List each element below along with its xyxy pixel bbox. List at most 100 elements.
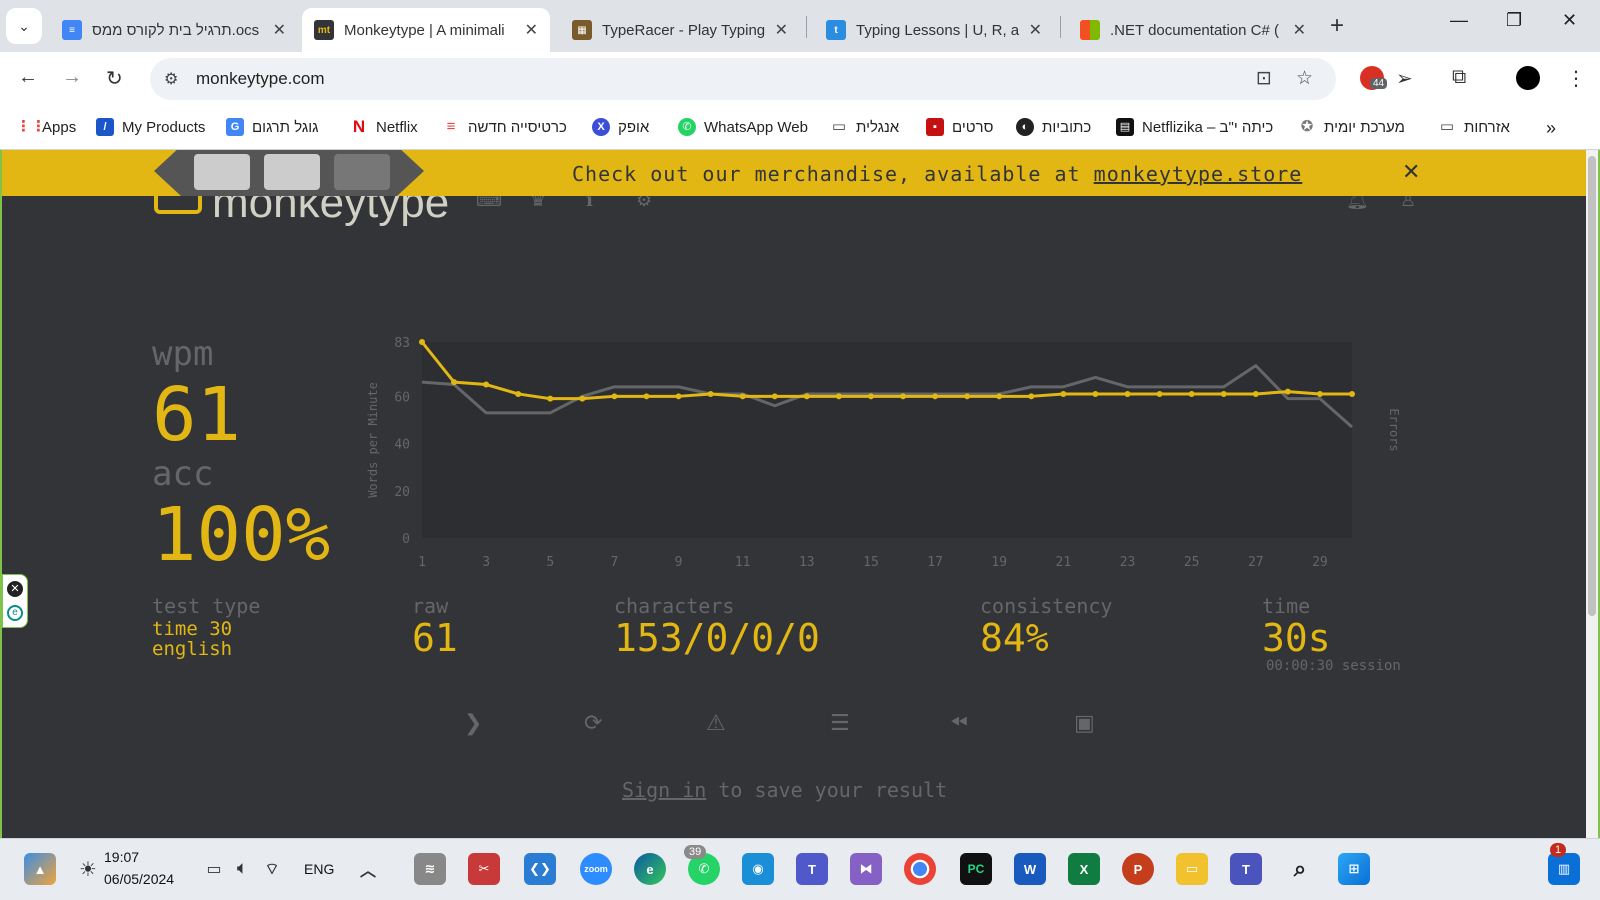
restart-icon[interactable]: ⟳ <box>584 710 603 735</box>
page-scrollbar[interactable] <box>1586 150 1598 838</box>
screenshot-icon[interactable]: ▣ <box>1074 710 1095 735</box>
site-info-icon[interactable]: ⚙ <box>164 71 179 88</box>
copilot-icon[interactable]: ▲ <box>24 853 56 885</box>
close-banner-button[interactable]: ✕ <box>1402 159 1421 184</box>
store-link[interactable]: monkeytype.store <box>1093 162 1303 186</box>
forward-button[interactable]: → <box>62 66 82 88</box>
start-menu-icon[interactable]: ⊞ <box>1338 853 1370 885</box>
menu-icon[interactable]: ⋮ <box>1566 68 1586 90</box>
bookmark-my-products[interactable]: / My Products <box>96 118 205 136</box>
close-icon[interactable]: ✕ <box>1028 22 1042 39</box>
info-icon[interactable]: ℹ <box>586 190 593 210</box>
y-tick-label: 20 <box>394 485 410 500</box>
wpm-point <box>1156 390 1163 397</box>
teams-work-icon[interactable]: T <box>1230 853 1262 885</box>
side-helper-widget[interactable]: ✕ e <box>2 574 28 628</box>
storage-app-icon[interactable]: ≋ <box>414 853 446 885</box>
tab-dotnet-docs[interactable]: .NET documentation C# ( ✕ <box>1068 8 1318 52</box>
bookmark-netflix[interactable]: N Netflix <box>350 118 418 136</box>
x-tick-label: 17 <box>927 555 943 570</box>
minimize-button[interactable]: — <box>1450 10 1468 30</box>
file-explorer-icon[interactable]: ▭ <box>1176 853 1208 885</box>
bookmark-netflizika[interactable]: ▤ Netflizika – כיתה י"ב <box>1116 118 1273 136</box>
x-tick-label: 7 <box>610 555 618 570</box>
edge-helper-icon[interactable]: e <box>7 605 23 621</box>
visual-studio-icon[interactable]: ⧓ <box>850 853 882 885</box>
tab-search-button[interactable]: ⌄ <box>6 8 42 44</box>
powerpoint-icon[interactable]: P <box>1122 853 1154 885</box>
warning-icon[interactable]: ⚠ <box>706 710 726 735</box>
url-text[interactable]: monkeytype.com <box>196 69 325 88</box>
consistency-label: consistency <box>980 594 1113 618</box>
keyboard-logo-icon <box>154 196 202 214</box>
adblock-extension-icon[interactable]: 44 <box>1360 66 1388 90</box>
scroll-thumb[interactable] <box>1588 156 1596 616</box>
tab-title: Typing Lessons | U, R, and <box>856 21 1019 39</box>
more-bookmarks-icon[interactable]: » <box>1546 118 1557 138</box>
reload-button[interactable]: ↻ <box>106 68 123 90</box>
address-bar[interactable]: ⚙ monkeytype.com ⊡ ☆ <box>150 58 1336 100</box>
chevron-up-icon[interactable]: ︿ <box>359 863 376 880</box>
bookmark-ofek[interactable]: X אופק <box>592 118 649 136</box>
tab-typeracer[interactable]: ▦ TypeRacer - Play Typing G ✕ <box>560 8 800 52</box>
address-toolbar: ← → ↻ ⚙ monkeytype.com ⊡ ☆ ➢ ⧉ ⋮ <box>0 52 1600 106</box>
bookmark-english-folder[interactable]: ▭ אנגלית <box>831 118 900 136</box>
close-icon[interactable]: ✕ <box>7 581 23 597</box>
pycharm-icon[interactable]: PC <box>960 853 992 885</box>
profile-avatar[interactable] <box>1516 66 1540 90</box>
signin-link[interactable]: Sign in <box>622 778 707 802</box>
restore-button[interactable]: ❐ <box>1506 10 1523 30</box>
close-icon[interactable]: ✕ <box>1292 22 1306 39</box>
new-tab-button[interactable]: + <box>1330 12 1345 39</box>
clock-date: 06/05/2024 <box>104 871 175 887</box>
tab-docs[interactable]: ≡ תרגיל בית לקורס ממס.ocs ✕ <box>50 8 298 52</box>
bookmark-whatsapp[interactable]: ✆ WhatsApp Web <box>678 118 808 136</box>
word-icon[interactable]: W <box>1014 853 1046 885</box>
weather-icon[interactable]: ☀ <box>79 858 97 881</box>
bookmark-movies[interactable]: ▪ סרטים <box>926 118 993 136</box>
typing-icon: t <box>826 20 846 40</box>
bookmark-google-translate[interactable]: G גוגל תרגום <box>226 118 318 136</box>
bookmark-star-icon[interactable]: ☆ <box>1296 68 1314 89</box>
close-window-button[interactable]: ✕ <box>1562 10 1578 30</box>
excel-icon[interactable]: X <box>1068 853 1100 885</box>
install-app-icon[interactable]: ⊡ <box>1256 68 1272 89</box>
wpm-point <box>1316 390 1323 397</box>
bookmark-daily-schedule[interactable]: ✪ מערכת יומית <box>1298 118 1405 136</box>
vscode-icon[interactable]: ❮❯ <box>524 853 556 885</box>
widgets-icon[interactable]: ▥ <box>1548 853 1580 885</box>
taskbar: ▲ ☀ 19:07 06/05/2024 ▭ 🔈︎ ⌔ ENG ︿ ≋ ✂ ❮❯… <box>0 838 1600 900</box>
language-indicator[interactable]: ENG <box>304 861 335 877</box>
wpm-point <box>611 393 618 400</box>
snipping-tool-icon[interactable]: ✂ <box>468 853 500 885</box>
close-icon[interactable]: ✕ <box>524 22 538 39</box>
tab-monkeytype[interactable]: mt Monkeytype | A minimali ✕ <box>302 8 550 52</box>
volume-icon[interactable]: 🔈︎ <box>237 860 247 877</box>
search-icon[interactable]: ⌕ <box>1293 856 1307 881</box>
words-history-icon[interactable]: ☰ <box>830 710 850 735</box>
camera-app-icon[interactable]: ◉ <box>742 853 774 885</box>
folder-icon: ▭ <box>1439 118 1455 135</box>
tab-typing-lessons[interactable]: t Typing Lessons | U, R, and ✕ <box>814 8 1054 52</box>
extensions-icon[interactable]: ⧉ <box>1452 66 1467 88</box>
x-tick-label: 19 <box>991 555 1007 570</box>
bookmark-civics-folder[interactable]: ▭ אזרחות <box>1439 118 1510 136</box>
edge-icon[interactable]: e <box>634 853 666 885</box>
wifi-icon[interactable]: ⌔ <box>264 861 280 878</box>
replay-icon[interactable]: ⏪︎ <box>950 710 968 735</box>
wpm-point <box>803 393 810 400</box>
back-button[interactable]: ← <box>18 66 38 88</box>
close-icon[interactable]: ✕ <box>774 22 788 39</box>
bookmark-apps[interactable]: ⋮⋮ Apps <box>16 118 77 136</box>
close-icon[interactable]: ✕ <box>272 22 286 39</box>
bookmark-subtitles[interactable]: ◐ כתוביות <box>1016 118 1091 136</box>
bookmarks-bar: ⋮⋮ Apps / My Products G גוגל תרגום N Netflix… <box>0 106 1600 150</box>
bookmark-new-tab[interactable]: ≡ כרטיסייה חדשה <box>442 118 567 136</box>
chrome-icon[interactable] <box>904 853 936 885</box>
azure-icon: / <box>96 118 114 136</box>
teams-icon[interactable]: T <box>796 853 828 885</box>
next-test-icon[interactable]: ❯ <box>464 710 483 735</box>
battery-icon[interactable]: ▭ <box>206 861 222 878</box>
send-icon[interactable]: ➢ <box>1396 68 1413 90</box>
zoom-icon[interactable]: zoom <box>580 853 612 885</box>
